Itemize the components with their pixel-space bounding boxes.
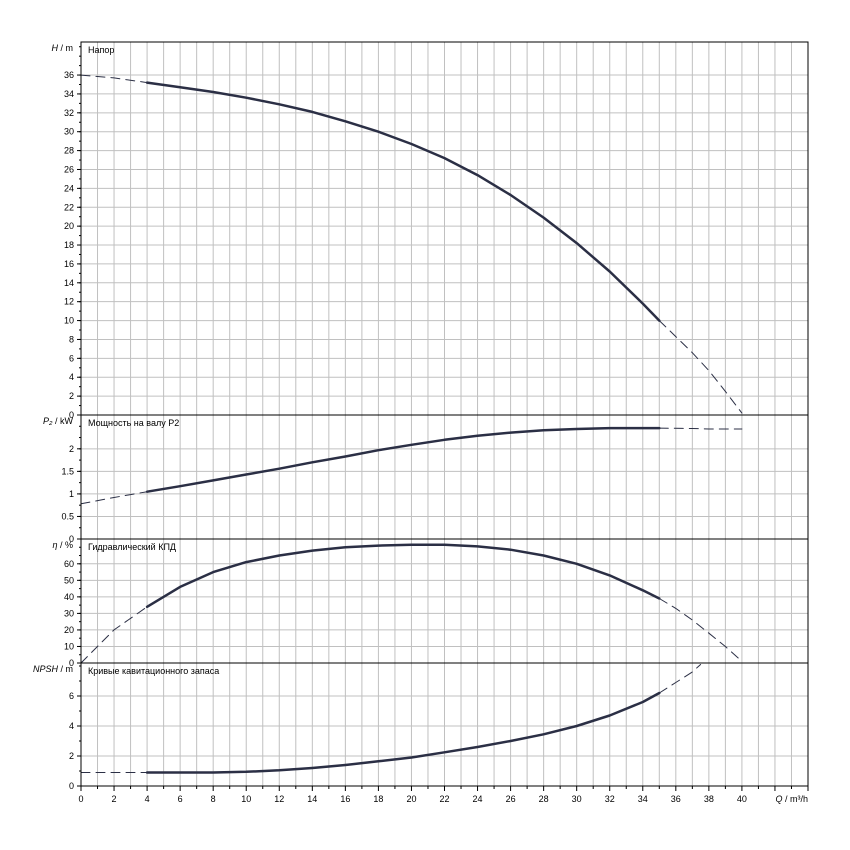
y-tick-label: 6 — [69, 353, 74, 363]
y-tick-label: 10 — [64, 316, 74, 326]
x-tick-label: 22 — [439, 794, 449, 804]
y-axis-unit: % — [65, 540, 73, 550]
y-axis-separator: / — [57, 540, 65, 550]
x-tick-label: 14 — [307, 794, 317, 804]
curve-extension — [80, 606, 148, 664]
curve-extension — [658, 664, 702, 694]
y-tick-label: 4 — [69, 372, 74, 382]
x-axis-name: Q — [775, 794, 782, 804]
y-axis-name: η — [52, 540, 57, 550]
x-tick-label: 10 — [241, 794, 251, 804]
x-tick-label: 24 — [473, 794, 483, 804]
y-tick-label: 22 — [64, 202, 74, 212]
curve-operating — [145, 81, 661, 322]
y-tick-label: 0 — [69, 781, 74, 791]
x-axis: 0 2 4 6 8 10 12 14 16 18 20 22 24 26 28 30 32 34 36 38 40 Q /… — [78, 786, 809, 804]
x-tick-label: 6 — [178, 794, 183, 804]
y-tick-label: 40 — [64, 592, 74, 602]
x-tick-label: 32 — [605, 794, 615, 804]
y-tick-label: 16 — [64, 259, 74, 269]
y-axis-label: P₂ / kW — [43, 416, 73, 426]
y-tick-label: 26 — [64, 164, 74, 174]
y-tick-label: 2 — [69, 444, 74, 454]
y-tick-label: 18 — [64, 240, 74, 250]
y-axis-separator: / — [52, 416, 60, 426]
curve-extension — [80, 491, 148, 505]
y-axis-unit: m — [66, 43, 74, 53]
y-tick-label: 50 — [64, 575, 74, 585]
x-tick-label: 28 — [539, 794, 549, 804]
y-tick-label: 28 — [64, 146, 74, 156]
x-axis-separator: / — [782, 794, 790, 804]
x-tick-label: 40 — [737, 794, 747, 804]
y-tick-label: 0 — [69, 658, 74, 668]
grid-lines — [97, 42, 792, 786]
y-tick-label: 24 — [64, 183, 74, 193]
x-tick-label: 12 — [274, 794, 284, 804]
panel-2: 0 0.5 1 1.5 2 P₂ / kW Мощность на валу P2 — [43, 416, 808, 544]
y-tick-label: 2 — [69, 751, 74, 761]
x-tick-label: 16 — [340, 794, 350, 804]
y-tick-label: 0 — [69, 410, 74, 420]
y-axis-separator: / — [58, 43, 66, 53]
y-tick-label: 1.5 — [61, 466, 74, 476]
panel-title: Кривые кавитационного запаса — [88, 666, 219, 676]
y-axis-label: η / % — [52, 540, 73, 550]
y-tick-label: 0.5 — [61, 511, 74, 521]
x-tick-label: 18 — [373, 794, 383, 804]
y-axis-name: P₂ — [43, 416, 53, 426]
y-axis-separator: / — [58, 664, 66, 674]
y-tick-label: 1 — [69, 489, 74, 499]
x-tick-label: 20 — [406, 794, 416, 804]
y-axis-name: NPSH — [33, 664, 59, 674]
x-axis-label: Q / m³/h — [775, 794, 808, 804]
y-tick-label: 20 — [64, 221, 74, 231]
y-axis-label: H / m — [51, 43, 73, 53]
x-axis-unit: m³/h — [790, 794, 808, 804]
x-tick-label: 8 — [211, 794, 216, 804]
x-tick-label: 26 — [506, 794, 516, 804]
panel-title: Мощность на валу P2 — [88, 418, 179, 428]
y-tick-label: 14 — [64, 278, 74, 288]
panel-4: 0 2 4 6 NPSH / m Кривые кавитационного запаса — [33, 664, 808, 791]
curve-extension — [658, 427, 743, 430]
y-tick-label: 12 — [64, 297, 74, 307]
y-tick-label: 0 — [69, 534, 74, 544]
y-tick-label: 20 — [64, 625, 74, 635]
y-tick-label: 36 — [64, 70, 74, 80]
x-tick-label: 36 — [671, 794, 681, 804]
x-tick-label: 38 — [704, 794, 714, 804]
curve-operating — [145, 543, 661, 609]
curve-extension — [80, 74, 148, 84]
x-tick-label: 30 — [572, 794, 582, 804]
panel-title: Гидравлический КПД — [88, 542, 176, 552]
y-tick-label: 34 — [64, 89, 74, 99]
y-tick-label: 30 — [64, 608, 74, 618]
y-tick-label: 4 — [69, 721, 74, 731]
x-tick-label: 2 — [112, 794, 117, 804]
y-axis-name: H — [51, 43, 58, 53]
panel-3: 0 10 20 30 40 50 60 η / % Гидравлический КПД — [52, 540, 808, 668]
curve-operating — [145, 426, 661, 493]
curve-extension — [658, 320, 743, 414]
y-tick-label: 8 — [69, 334, 74, 344]
x-tick-label: 4 — [145, 794, 150, 804]
y-axis-unit: m — [66, 664, 74, 674]
y-axis-unit: kW — [60, 416, 74, 426]
x-tick-label: 0 — [78, 794, 83, 804]
y-tick-label: 32 — [64, 108, 74, 118]
y-tick-label: 30 — [64, 127, 74, 137]
y-tick-label: 6 — [69, 691, 74, 701]
x-tick-label: 34 — [638, 794, 648, 804]
curve-extension — [658, 598, 743, 662]
curve-operating — [145, 691, 661, 774]
y-tick-label: 60 — [64, 559, 74, 569]
y-axis-label: NPSH / m — [33, 664, 73, 674]
y-tick-label: 10 — [64, 641, 74, 651]
y-tick-label: 2 — [69, 391, 74, 401]
panel-title: Напор — [88, 45, 114, 55]
